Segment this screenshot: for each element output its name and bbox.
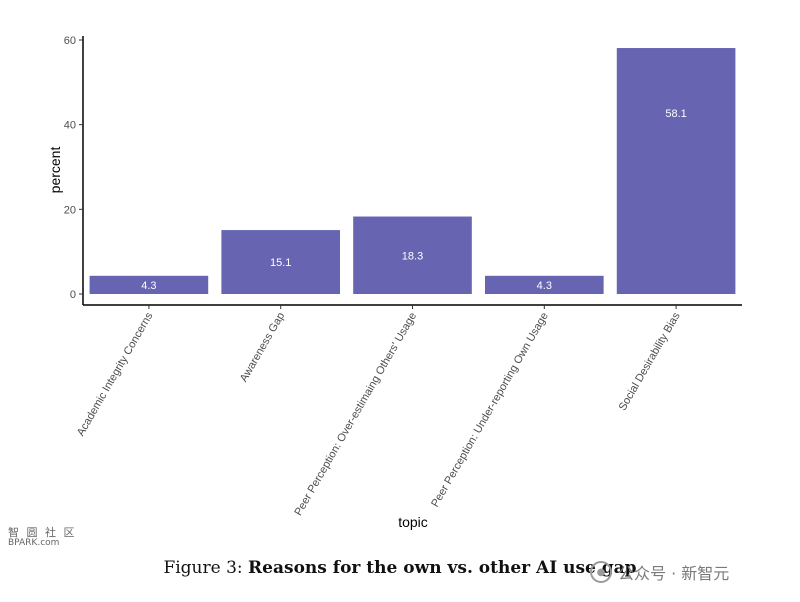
- x-tick-label: Social Desirability Bias: [617, 310, 683, 413]
- data-labels: 4.3 15.1 18.3 4.3 58.1: [141, 108, 687, 292]
- bar: [484, 275, 604, 294]
- figure-caption: Figure 3: Reasons for the own vs. other …: [0, 558, 800, 578]
- caption-title: Reasons for the own vs. other AI use gap: [248, 558, 637, 578]
- y-tick-label: 20: [64, 204, 76, 216]
- x-tick-label: Peer Perception: Under-reporting Own Usa…: [429, 311, 551, 510]
- bar: [616, 48, 736, 294]
- watermark-left-line2: BPARK.com: [8, 538, 60, 549]
- x-axis: Academic Integrity Concerns Awareness Gap…: [75, 304, 742, 518]
- wechat-icon: ●: [590, 561, 612, 583]
- y-axis: 0 20 40 60: [64, 35, 84, 305]
- x-tick-label: Academic Integrity Concerns: [75, 310, 156, 438]
- y-tick-label: 40: [64, 120, 76, 132]
- y-axis-title: percent: [47, 147, 63, 194]
- bars: [89, 48, 736, 294]
- y-tick-label: 0: [70, 289, 76, 301]
- bar-value-label: 15.1: [270, 257, 291, 269]
- bar: [353, 216, 472, 294]
- x-tick-label: Peer Perception: Over-estimaing Others' …: [292, 311, 419, 518]
- watermark-right: ● 公众号 · 新智元: [590, 560, 729, 584]
- caption-prefix: Figure 3:: [163, 558, 249, 578]
- bar-value-label: 18.3: [402, 250, 423, 262]
- bar-chart: 0 20 40 60 Academic Integrity Concerns Aware…: [47, 35, 742, 530]
- watermark-right-text: 公众号 · 新智元: [618, 564, 730, 583]
- watermark-left-line1: 智 圆 社 区: [8, 526, 77, 539]
- bar: [221, 230, 341, 294]
- bar-value-label: 4.3: [537, 280, 552, 292]
- y-tick-label: 60: [64, 35, 76, 47]
- watermark-left: 智 圆 社 区 BPARK.com: [8, 526, 77, 549]
- x-axis-title: topic: [398, 514, 428, 530]
- bar-value-label: 58.1: [665, 108, 686, 120]
- bar-value-label: 4.3: [141, 280, 156, 292]
- x-tick-label: Awareness Gap: [238, 311, 287, 385]
- bar: [89, 275, 209, 294]
